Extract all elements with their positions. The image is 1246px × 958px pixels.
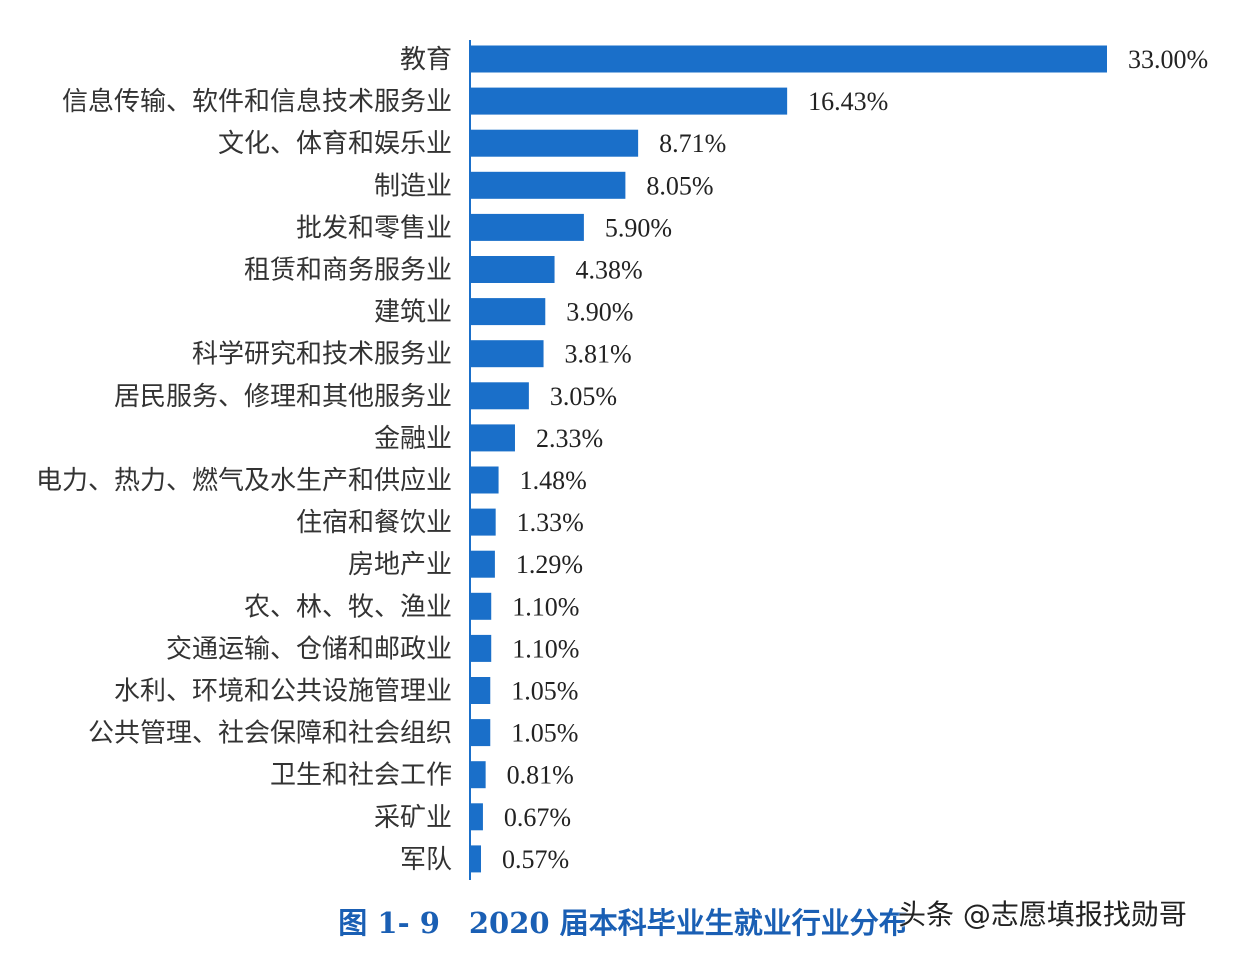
bar-14 [470, 634, 492, 662]
bar-3 [470, 171, 626, 199]
category-label-11: 住宿和餐饮业 [296, 508, 452, 538]
bar-17 [470, 761, 486, 789]
category-label-9: 金融业 [374, 424, 452, 454]
category-label-2: 文化、体育和娱乐业 [218, 129, 452, 159]
value-label-13: 1.10% [512, 592, 579, 621]
value-label-10: 1.48% [520, 466, 587, 495]
bar-18 [470, 803, 483, 831]
category-label-1: 信息传输、软件和信息技术服务业 [62, 87, 452, 117]
category-label-3: 制造业 [374, 171, 452, 201]
value-label-8: 3.05% [550, 382, 617, 411]
category-label-18: 采矿业 [374, 803, 452, 833]
category-label-15: 水利、环境和公共设施管理业 [114, 677, 452, 707]
category-label-8: 居民服务、修理和其他服务业 [114, 382, 452, 412]
bar-8 [470, 382, 529, 410]
value-label-16: 1.05% [511, 719, 578, 748]
bar-1 [470, 87, 788, 115]
category-label-13: 农、林、牧、渔业 [244, 592, 452, 622]
bar-9 [470, 424, 515, 452]
bar-4 [470, 213, 584, 241]
value-label-7: 3.81% [565, 340, 632, 369]
value-label-19: 0.57% [502, 845, 569, 874]
value-label-6: 3.90% [566, 298, 633, 327]
bar-2 [470, 129, 639, 157]
category-label-4: 批发和零售业 [296, 213, 452, 243]
watermark-text: 头条 @志愿填报找勋哥 [898, 898, 1187, 931]
bar-13 [470, 592, 492, 620]
bar-15 [470, 677, 491, 704]
category-label-19: 军队 [400, 845, 452, 875]
category-label-14: 交通运输、仓储和邮政业 [166, 634, 452, 664]
value-label-9: 2.33% [536, 424, 603, 453]
value-label-11: 1.33% [517, 508, 584, 537]
category-label-10: 电力、热力、燃气及水生产和供应业 [36, 466, 452, 496]
value-label-17: 0.81% [507, 761, 574, 790]
value-label-12: 1.29% [516, 550, 583, 579]
category-label-5: 租赁和商务服务业 [244, 256, 452, 286]
category-label-6: 建筑业 [374, 298, 452, 328]
bar-7 [470, 340, 544, 368]
category-label-0: 教育 [400, 45, 452, 75]
value-label-15: 1.05% [511, 677, 578, 706]
chart-caption: 图 1- 9 2020 届本科毕业生就业行业分布 [338, 906, 908, 940]
bar-10 [470, 466, 499, 494]
bars-layer: 教育 33.00% 信息传输、软件和信息技术服务业 16.43% 文化、体育和娱乐业 8.… [36, 45, 1208, 875]
value-label-1: 16.43% [808, 87, 888, 116]
value-label-2: 8.71% [659, 129, 726, 158]
value-label-5: 4.38% [576, 256, 643, 285]
bar-11 [470, 508, 496, 536]
category-label-12: 房地产业 [348, 550, 452, 580]
value-label-18: 0.67% [504, 803, 571, 832]
value-label-0: 33.00% [1128, 45, 1208, 74]
value-label-4: 5.90% [605, 213, 672, 242]
category-label-7: 科学研究和技术服务业 [192, 340, 452, 370]
bar-19 [470, 845, 482, 873]
category-label-17: 卫生和社会工作 [270, 761, 452, 791]
bar-0 [470, 45, 1107, 73]
category-label-16: 公共管理、社会保障和社会组织 [88, 719, 452, 749]
bar-6 [470, 298, 546, 326]
bar-chart: 教育 33.00% 信息传输、软件和信息技术服务业 16.43% 文化、体育和娱乐业 8.… [36, 40, 1208, 880]
bar-5 [470, 256, 555, 283]
bar-16 [470, 719, 491, 747]
value-label-3: 8.05% [646, 171, 713, 200]
bar-12 [470, 550, 495, 578]
value-label-14: 1.10% [512, 634, 579, 663]
